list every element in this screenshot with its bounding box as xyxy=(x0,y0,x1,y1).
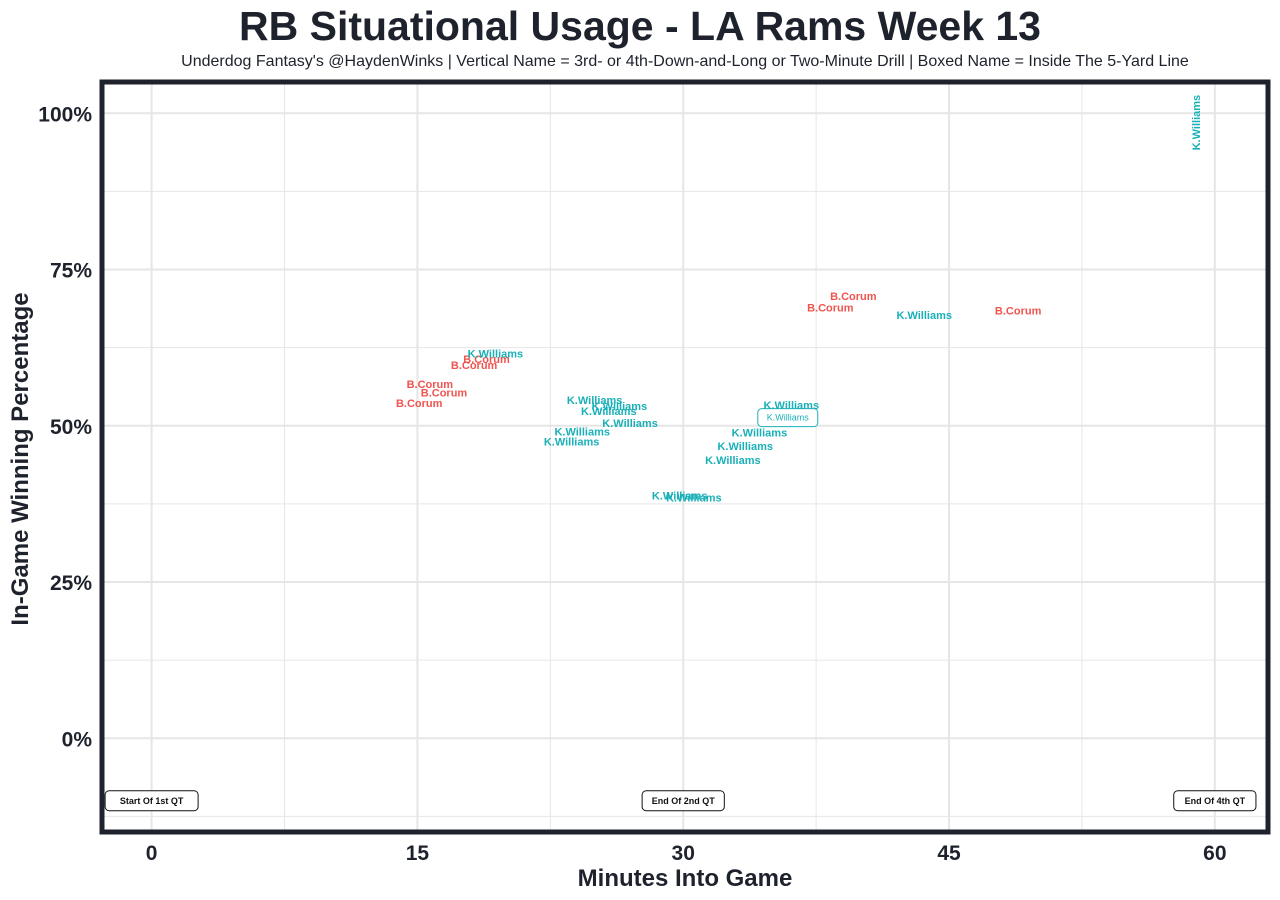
y-tick-label: 0% xyxy=(62,728,93,751)
data-label: B.Corum xyxy=(463,354,510,366)
y-tick-label: 75% xyxy=(50,260,92,283)
x-tick-label: 45 xyxy=(937,842,961,865)
data-label: K.Williams xyxy=(652,490,708,502)
data-label: K.Williams xyxy=(581,406,637,418)
panel-border xyxy=(99,79,1271,835)
annotations-layer: Start Of 1st QT End Of 2nd QT End Of 4th Q… xyxy=(104,790,1257,812)
data-label: K.Williams xyxy=(602,418,658,430)
axis-ticks: 0 15 30 45 60 0% 25% 50% 75% 100% xyxy=(38,103,1226,865)
data-label: K.Williams xyxy=(567,395,623,407)
x-tick-label: 30 xyxy=(672,842,695,865)
data-label: K.Williams xyxy=(468,349,524,361)
data-label: B.Corum xyxy=(807,302,854,314)
x-axis-title: Minutes Into Game xyxy=(578,865,793,892)
annotation-box xyxy=(641,790,725,812)
data-label: B.Corum xyxy=(396,398,443,410)
x-tick-label: 15 xyxy=(406,842,430,865)
quarter-annotation: End Of 4th QT xyxy=(1173,790,1257,812)
x-tick-label: 0 xyxy=(146,842,158,865)
y-axis-title: In-Game Winning Percentage xyxy=(7,292,34,625)
chart-title: RB Situational Usage - LA Rams Week 13 xyxy=(238,3,1041,49)
data-label: B.Corum xyxy=(451,360,498,372)
data-label: K.Williams xyxy=(592,401,648,413)
grid-layer xyxy=(102,82,1268,832)
x-tick-label: 60 xyxy=(1203,842,1226,865)
data-label: B.Corum xyxy=(407,379,454,391)
annotation-text: Start Of 1st QT xyxy=(120,796,184,806)
points-layer: B.CorumB.CorumB.CorumB.CorumB.CorumK.Wil… xyxy=(396,95,1203,504)
chart-subtitle: Underdog Fantasy's @HaydenWinks | Vertic… xyxy=(181,53,1189,70)
y-tick-label: 25% xyxy=(50,572,92,595)
y-tick-label: 100% xyxy=(38,103,92,126)
data-label-vertical: K.Williams xyxy=(1191,95,1203,151)
quarter-annotation: Start Of 1st QT xyxy=(104,790,199,812)
annotation-box xyxy=(1173,790,1257,812)
annotation-box xyxy=(104,790,199,812)
data-label: K.Williams xyxy=(544,437,600,449)
annotation-text: End Of 2nd QT xyxy=(652,796,715,806)
data-label: B.Corum xyxy=(830,291,877,303)
boxed-label-frame xyxy=(757,408,819,428)
data-label: K.Williams xyxy=(896,310,952,322)
data-label: B.Corum xyxy=(421,387,468,399)
data-label-boxed: K.Williams xyxy=(757,408,819,428)
data-label: K.Williams xyxy=(666,492,722,504)
quarter-annotation: End Of 2nd QT xyxy=(641,790,725,812)
boxed-label-text: K.Williams xyxy=(767,413,809,423)
annotation-text: End Of 4th QT xyxy=(1185,796,1246,806)
data-label: K.Williams xyxy=(732,427,788,439)
data-label: K.Williams xyxy=(717,441,773,453)
y-tick-label: 50% xyxy=(50,416,92,439)
data-label: K.Williams xyxy=(554,427,610,439)
data-label: K.Williams xyxy=(705,455,761,467)
data-label: B.Corum xyxy=(995,305,1042,317)
